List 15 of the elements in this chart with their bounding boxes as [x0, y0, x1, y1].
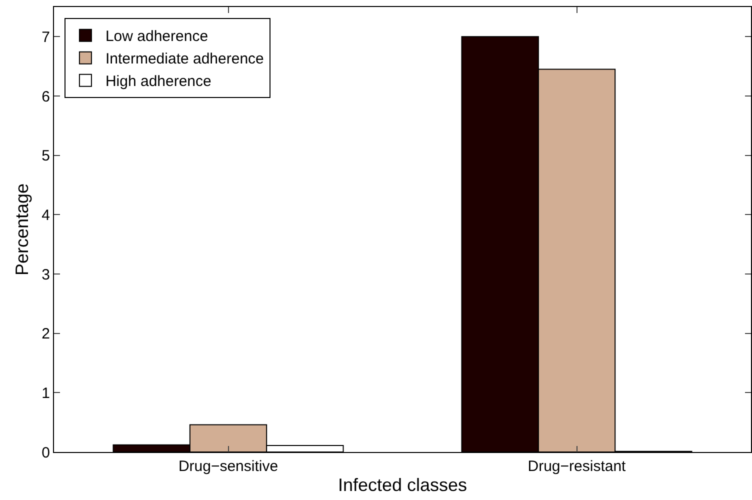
- y-tick-label: 0: [42, 444, 50, 462]
- legend-label: Intermediate adherence: [105, 50, 264, 68]
- y-tick-label: 4: [42, 206, 50, 224]
- y-tick-label: 5: [42, 148, 50, 165]
- y-tick-label: 6: [42, 88, 50, 106]
- x-axis-title: Infected classes: [338, 475, 468, 496]
- y-tick-label: 2: [42, 326, 50, 343]
- y-axis-title: Percentage: [12, 183, 32, 276]
- y-tick-label: 7: [42, 28, 50, 46]
- y-tick-label: 1: [42, 384, 50, 402]
- x-tick-label: Drug−resistant: [528, 458, 627, 475]
- y-tick-label: 3: [42, 266, 50, 284]
- legend-label: Low adherence: [105, 28, 208, 46]
- legend-label: High adherence: [105, 73, 212, 90]
- x-tick-label: Drug−sensitive: [178, 458, 278, 475]
